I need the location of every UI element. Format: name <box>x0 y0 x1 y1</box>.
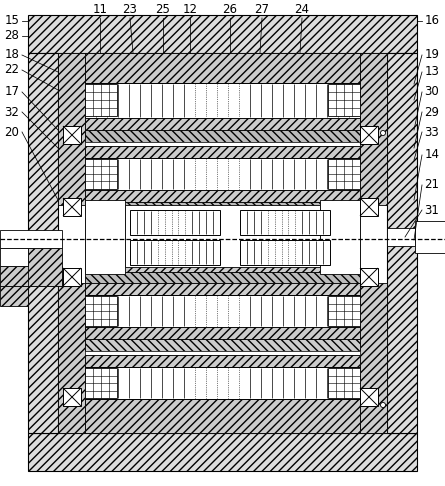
Text: 33: 33 <box>425 125 439 139</box>
Bar <box>387 53 417 433</box>
Bar <box>328 368 360 398</box>
Text: 30: 30 <box>425 86 439 99</box>
Bar <box>85 118 360 130</box>
Text: 12: 12 <box>182 3 198 17</box>
Bar <box>360 388 378 406</box>
Bar <box>85 355 360 367</box>
Bar <box>85 283 360 295</box>
Bar <box>63 126 81 144</box>
Text: 16: 16 <box>425 15 440 28</box>
Text: 23: 23 <box>122 3 138 17</box>
Text: 11: 11 <box>93 3 108 17</box>
Text: 17: 17 <box>4 86 20 99</box>
Text: 18: 18 <box>4 49 20 62</box>
Bar <box>85 159 117 189</box>
Bar <box>85 158 360 190</box>
Bar <box>85 367 360 399</box>
Bar <box>63 198 81 216</box>
Bar <box>360 53 387 205</box>
Bar <box>85 230 360 260</box>
Text: 22: 22 <box>4 64 20 76</box>
Bar <box>328 231 360 259</box>
Bar <box>0 286 28 306</box>
Text: 19: 19 <box>425 49 440 62</box>
Bar <box>85 200 125 274</box>
Bar <box>85 272 360 283</box>
Text: 31: 31 <box>425 204 440 216</box>
Bar <box>328 159 360 189</box>
Bar <box>85 130 360 142</box>
Bar <box>85 295 360 327</box>
Bar <box>85 231 117 259</box>
Text: 14: 14 <box>425 149 440 161</box>
Bar <box>387 228 415 246</box>
Bar <box>85 190 360 202</box>
Bar <box>63 268 81 286</box>
Bar <box>28 433 417 471</box>
Bar <box>63 388 81 406</box>
Bar <box>415 221 445 253</box>
Bar <box>85 327 360 339</box>
Text: 29: 29 <box>425 105 440 119</box>
Bar <box>240 210 330 235</box>
Bar <box>85 202 360 214</box>
Bar <box>28 15 417 53</box>
Bar <box>85 146 360 158</box>
Text: 27: 27 <box>255 3 270 17</box>
Text: 15: 15 <box>4 15 20 28</box>
Circle shape <box>380 131 385 136</box>
Bar <box>28 248 62 286</box>
Bar <box>85 368 117 398</box>
Text: 20: 20 <box>4 125 20 139</box>
Bar <box>130 210 220 235</box>
Text: 21: 21 <box>425 178 440 191</box>
Bar <box>85 351 360 355</box>
Bar <box>85 296 117 326</box>
Bar <box>240 240 330 265</box>
Bar <box>320 200 360 274</box>
Bar <box>328 296 360 326</box>
Bar <box>125 205 320 267</box>
Bar <box>360 268 378 286</box>
Text: 24: 24 <box>295 3 310 17</box>
Bar <box>328 84 360 116</box>
Bar <box>58 283 85 433</box>
Bar <box>28 53 58 433</box>
Bar <box>85 214 360 218</box>
Bar <box>85 83 360 118</box>
Text: 13: 13 <box>425 66 440 79</box>
Bar <box>85 399 360 433</box>
Bar <box>360 198 378 216</box>
Bar <box>0 230 62 248</box>
Circle shape <box>380 402 385 407</box>
Text: 32: 32 <box>4 105 20 119</box>
Bar <box>130 240 220 265</box>
Bar <box>360 283 387 433</box>
Bar <box>85 260 360 272</box>
Bar <box>360 126 378 144</box>
Bar <box>85 84 117 116</box>
Bar <box>0 248 28 266</box>
Bar <box>85 142 360 146</box>
Bar <box>0 266 62 286</box>
Bar <box>85 53 360 83</box>
Bar <box>85 339 360 351</box>
Bar <box>85 218 360 230</box>
Bar <box>58 53 85 205</box>
Text: 28: 28 <box>4 30 20 42</box>
Text: 26: 26 <box>222 3 238 17</box>
Text: 25: 25 <box>156 3 170 17</box>
